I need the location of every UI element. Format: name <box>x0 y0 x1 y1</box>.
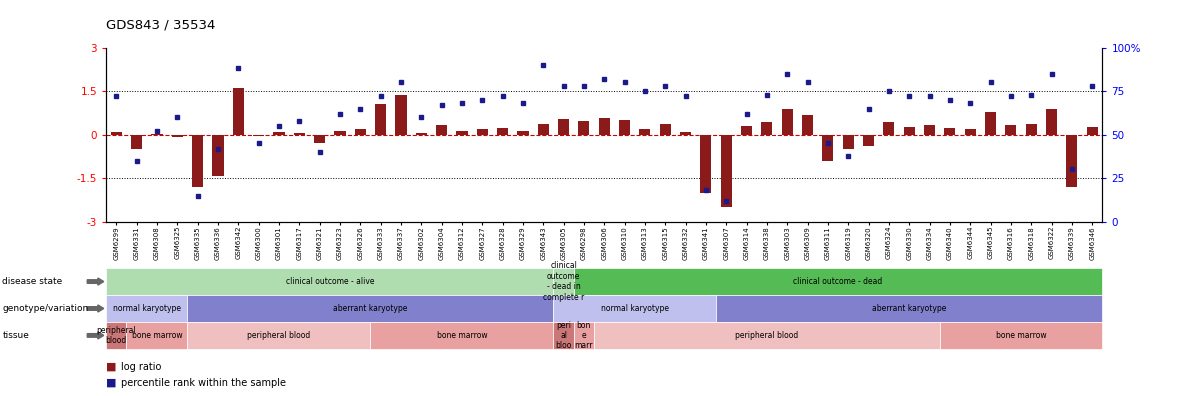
Bar <box>843 135 854 149</box>
Text: tissue: tissue <box>2 331 29 340</box>
Text: genotype/variation: genotype/variation <box>2 304 88 313</box>
Bar <box>111 132 121 135</box>
Bar <box>599 118 610 135</box>
Bar <box>1026 124 1036 135</box>
Text: clinical
outcome
- dead in
complete r: clinical outcome - dead in complete r <box>544 261 585 302</box>
Bar <box>294 133 305 135</box>
Bar <box>984 112 996 135</box>
Bar <box>232 88 244 135</box>
Bar <box>131 135 143 149</box>
Bar <box>762 122 772 135</box>
Bar <box>192 135 203 187</box>
Text: percentile rank within the sample: percentile rank within the sample <box>121 377 286 388</box>
Bar <box>395 95 407 135</box>
Bar <box>416 133 427 135</box>
Bar <box>822 135 834 161</box>
Text: bon
e
marr: bon e marr <box>574 320 593 350</box>
Bar <box>518 131 528 135</box>
Bar <box>375 104 387 135</box>
Bar <box>476 129 488 135</box>
Text: GDS843 / 35534: GDS843 / 35534 <box>106 19 216 32</box>
Bar <box>274 132 284 135</box>
Text: bone marrow: bone marrow <box>996 331 1046 340</box>
Bar <box>1006 126 1016 135</box>
Text: bone marrow: bone marrow <box>436 331 487 340</box>
Bar <box>1046 109 1058 135</box>
Bar <box>355 129 365 135</box>
Text: ■: ■ <box>106 362 117 372</box>
Bar <box>802 115 814 135</box>
Bar <box>619 120 630 135</box>
Text: bone marrow: bone marrow <box>132 331 183 340</box>
Text: normal karyotype: normal karyotype <box>113 304 180 313</box>
Text: aberrant karyotype: aberrant karyotype <box>334 304 408 313</box>
Text: peri
al
bloo: peri al bloo <box>555 320 572 350</box>
Bar <box>720 135 732 207</box>
Text: peripheral blood: peripheral blood <box>736 331 798 340</box>
Bar <box>782 109 792 135</box>
Bar <box>883 122 895 135</box>
Bar <box>944 128 955 135</box>
Bar <box>740 126 752 135</box>
Text: normal karyotype: normal karyotype <box>601 304 668 313</box>
Bar <box>314 135 325 143</box>
Bar <box>700 135 711 193</box>
Text: clinical outcome - alive: clinical outcome - alive <box>285 277 374 286</box>
Bar <box>1066 135 1078 187</box>
Text: disease state: disease state <box>2 277 62 286</box>
Text: ■: ■ <box>106 377 117 388</box>
Bar <box>924 126 935 135</box>
Text: peripheral blood: peripheral blood <box>248 331 310 340</box>
Text: log ratio: log ratio <box>121 362 162 372</box>
Bar <box>212 135 224 176</box>
Bar <box>1087 126 1098 135</box>
Bar <box>579 121 590 135</box>
Bar <box>903 126 915 135</box>
Bar <box>456 131 468 135</box>
Bar <box>335 131 345 135</box>
Text: aberrant karyotype: aberrant karyotype <box>872 304 947 313</box>
Bar <box>964 129 976 135</box>
Bar <box>558 119 569 135</box>
Bar <box>680 132 691 135</box>
Bar <box>659 124 671 135</box>
Text: clinical outcome - dead: clinical outcome - dead <box>793 277 883 286</box>
Bar <box>639 129 651 135</box>
Bar <box>151 134 163 135</box>
Bar <box>253 135 264 136</box>
Bar <box>498 128 508 135</box>
Text: peripheral
blood: peripheral blood <box>97 326 136 345</box>
Bar <box>172 135 183 137</box>
Bar <box>538 124 549 135</box>
Bar <box>863 135 874 146</box>
Bar <box>436 126 447 135</box>
